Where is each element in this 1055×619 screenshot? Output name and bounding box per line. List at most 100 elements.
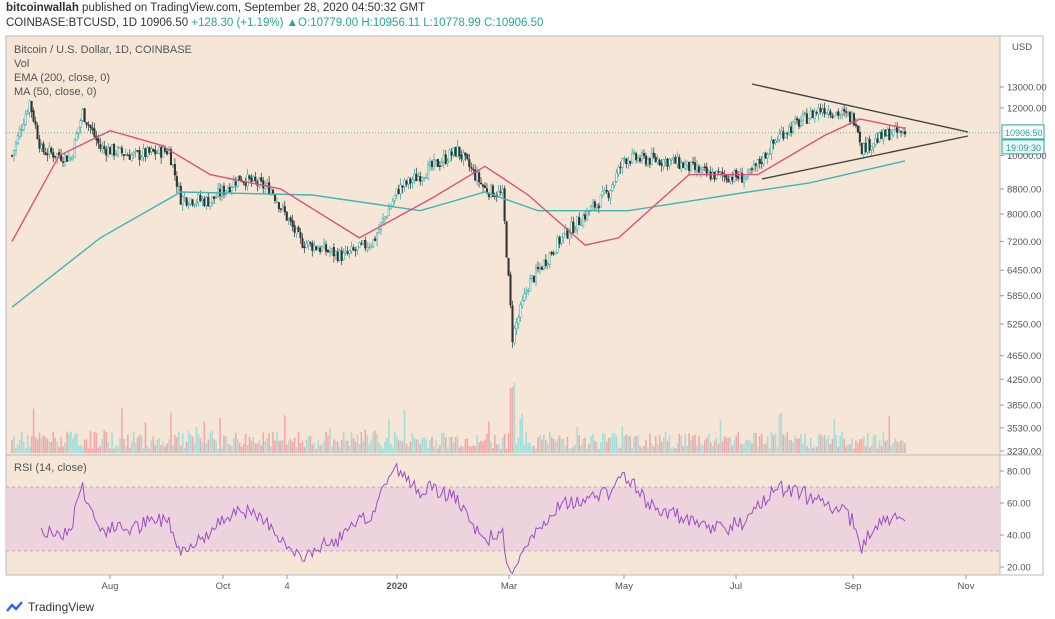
- ohlc-header: COINBASE:BTCUSD, 1D 10906.50 +128.30 (+1…: [6, 17, 543, 29]
- tradingview-brand[interactable]: TradingView: [28, 600, 95, 614]
- candle-body: [533, 275, 536, 282]
- volume-bar: [548, 431, 551, 453]
- volume-bar: [232, 438, 235, 453]
- chart-frame: [5, 35, 1044, 576]
- candle-body: [670, 158, 673, 161]
- volume-bar: [411, 433, 414, 453]
- candle-body: [450, 151, 453, 156]
- volume-bar: [319, 445, 321, 453]
- candle-body: [468, 159, 471, 168]
- candle-body: [83, 108, 86, 123]
- volume-bar: [554, 441, 557, 453]
- candle-body: [576, 216, 579, 230]
- volume-bar: [505, 448, 508, 453]
- volume-bar: [91, 448, 94, 453]
- volume-bar: [725, 437, 728, 453]
- close-label: C:: [483, 17, 496, 29]
- candle-body: [383, 216, 386, 220]
- volume-bar: [466, 438, 469, 453]
- candle-body: [489, 184, 492, 198]
- volume-bar: [138, 434, 141, 453]
- candle-body: [837, 111, 840, 116]
- price-axis-label: 5850.00: [1007, 291, 1041, 302]
- volume-bar: [625, 434, 628, 453]
- candle-body: [599, 194, 602, 208]
- candle-body: [403, 180, 406, 187]
- volume-bar: [486, 433, 488, 453]
- candle-body: [436, 159, 439, 167]
- candle-body: [660, 163, 663, 166]
- volume-bar: [696, 445, 698, 453]
- candle-body: [523, 293, 526, 301]
- candle-body: [205, 196, 208, 206]
- author-name[interactable]: bitcoinwallah: [6, 2, 79, 14]
- candle-body: [601, 191, 604, 196]
- volume-bar: [274, 440, 276, 453]
- rsi-axis-label: 20.00: [1007, 563, 1031, 574]
- candle-body: [629, 160, 632, 164]
- candle-body: [372, 239, 375, 248]
- volume-bar: [809, 438, 812, 453]
- candle-body: [434, 159, 437, 162]
- candle-body: [872, 143, 875, 148]
- candle-body: [324, 244, 328, 252]
- candle-body: [821, 109, 824, 113]
- volume-bar: [876, 448, 879, 453]
- volume-bar: [195, 426, 198, 453]
- open-value: 10779.00: [310, 17, 359, 29]
- volume-bar: [590, 435, 592, 453]
- volume-bar: [827, 435, 830, 453]
- volume-bar: [780, 412, 783, 453]
- candle-body: [478, 172, 481, 183]
- candle-body: [350, 246, 353, 252]
- volume-bar: [627, 435, 630, 453]
- volume-bar: [719, 420, 722, 453]
- volume-bar: [647, 447, 649, 453]
- volume-bar: [645, 439, 647, 453]
- candle-body: [438, 165, 441, 167]
- candle-body: [291, 220, 294, 227]
- volume-bar: [103, 430, 106, 453]
- candle-body: [536, 267, 540, 270]
- volume-bar: [258, 440, 261, 453]
- volume-bar: [362, 441, 365, 453]
- candle-body: [387, 208, 390, 217]
- candle-body: [852, 113, 856, 126]
- candle-body: [684, 163, 687, 169]
- volume-bar: [533, 445, 535, 453]
- volume-bar: [266, 437, 268, 453]
- volume-bar: [772, 435, 775, 453]
- volume-bar: [305, 439, 308, 453]
- candle-body: [737, 175, 740, 179]
- candle-body: [224, 190, 227, 195]
- candle-body: [238, 175, 241, 181]
- volume-bar: [297, 431, 300, 453]
- candle-body: [52, 152, 55, 158]
- volume-bar: [364, 429, 367, 453]
- volume-bar: [815, 447, 818, 453]
- volume-bar: [405, 443, 408, 453]
- volume-bar: [227, 443, 229, 453]
- candle-body: [87, 124, 90, 126]
- candle-body: [690, 161, 693, 172]
- candle-body: [701, 167, 704, 170]
- candle-body: [474, 169, 477, 181]
- volume-bar: [391, 447, 394, 453]
- candle-body: [230, 186, 233, 191]
- candle-body: [807, 118, 810, 124]
- volume-bar: [898, 442, 900, 453]
- candle-body: [175, 176, 178, 187]
- candle-body: [317, 248, 320, 251]
- candle-body: [128, 154, 131, 160]
- volume-bar: [136, 437, 139, 453]
- candle-body: [503, 188, 506, 222]
- candle-body: [344, 250, 347, 254]
- volume-bar: [83, 439, 86, 453]
- candle-body: [252, 176, 255, 181]
- volume-bar: [144, 422, 147, 453]
- volume-bar: [236, 439, 239, 453]
- candle-body: [407, 177, 410, 185]
- volume-bar: [115, 445, 117, 453]
- volume-bar: [521, 413, 524, 453]
